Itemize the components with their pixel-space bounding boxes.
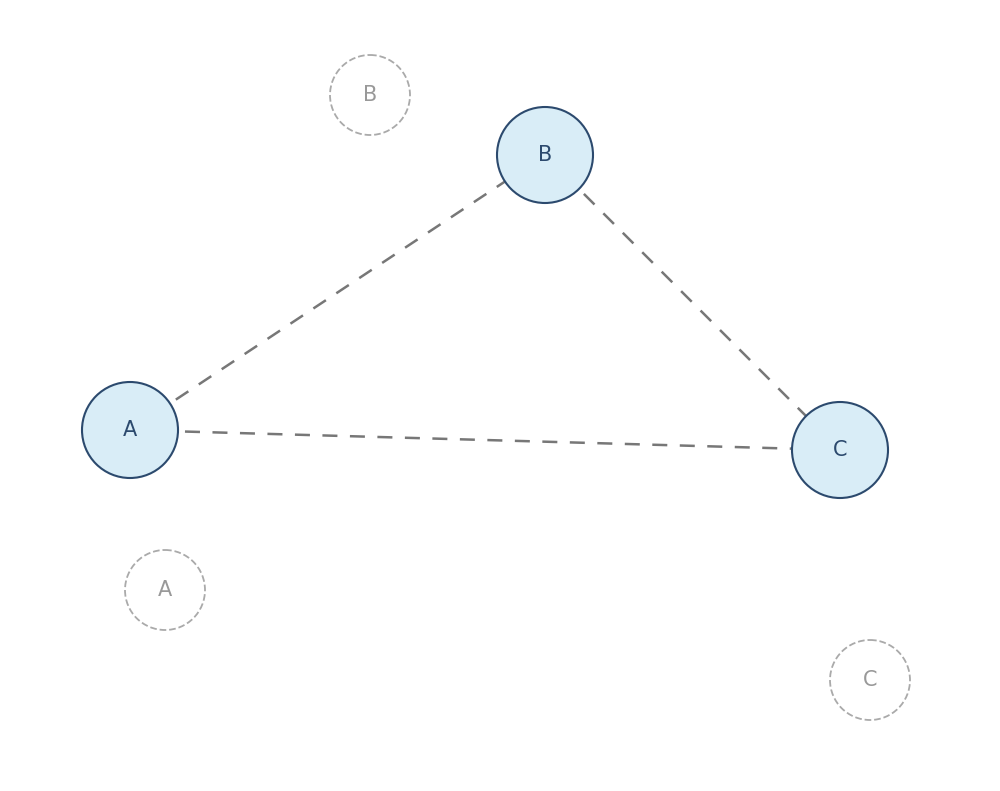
Text: B: B xyxy=(538,145,552,165)
Text: B: B xyxy=(363,85,377,105)
Circle shape xyxy=(497,107,593,203)
Text: A: A xyxy=(123,420,137,440)
Text: C: C xyxy=(833,440,847,460)
Circle shape xyxy=(82,382,178,478)
Text: A: A xyxy=(158,580,172,600)
Text: C: C xyxy=(863,670,877,690)
Circle shape xyxy=(792,402,888,498)
